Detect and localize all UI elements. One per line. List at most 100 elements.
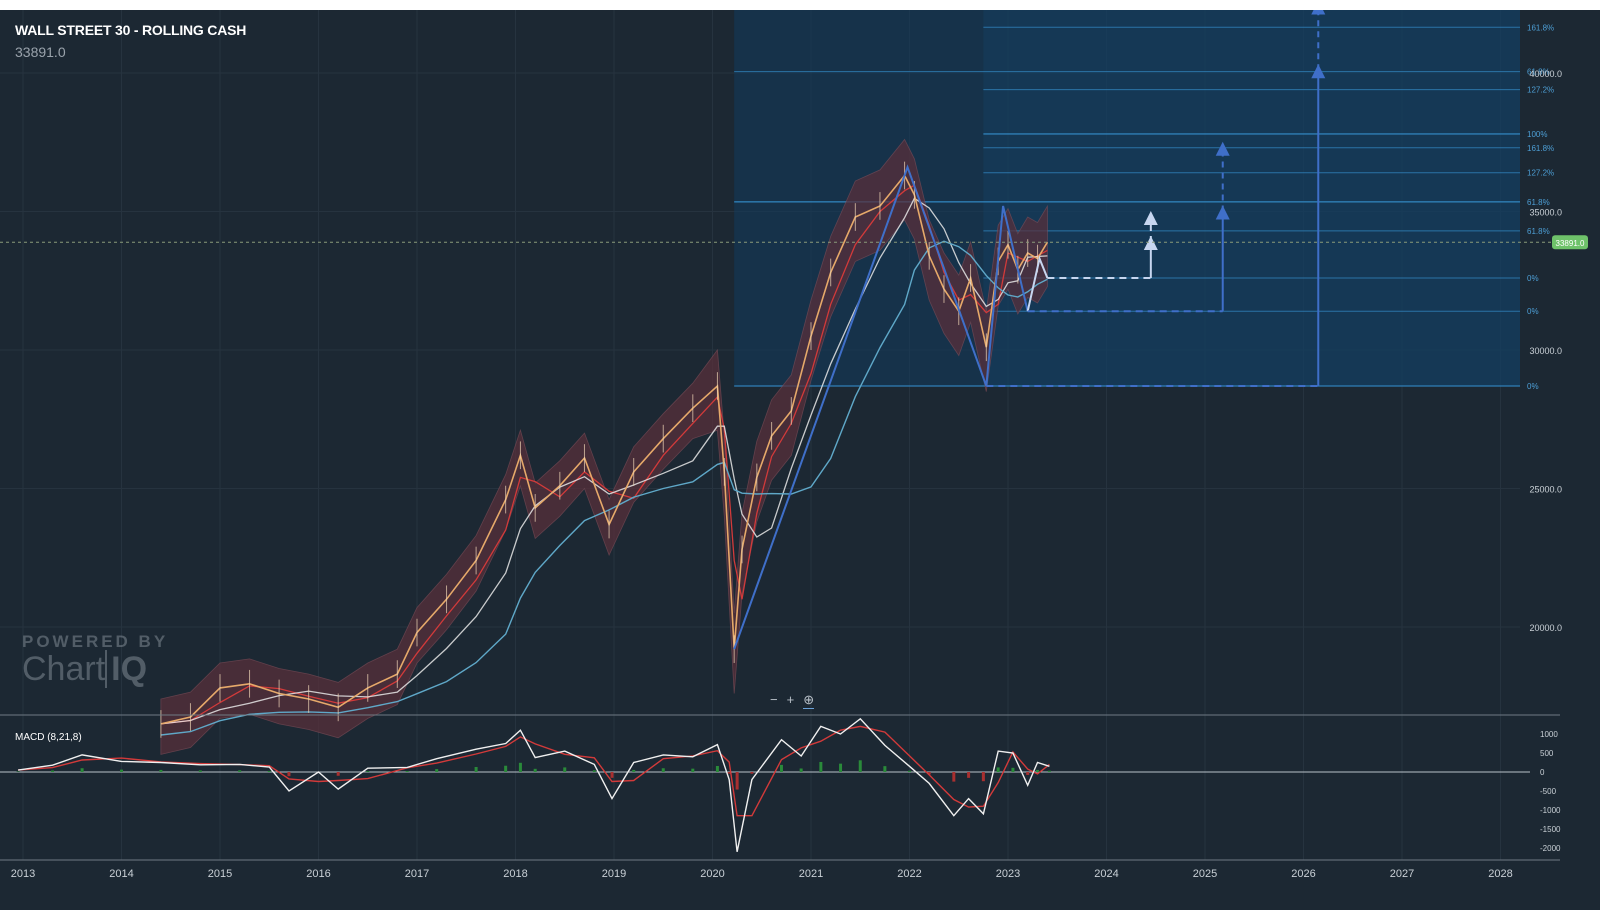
fib-level-label: 61.8% bbox=[1527, 227, 1550, 236]
macd-histogram-bar bbox=[819, 761, 823, 772]
macd-histogram-bar bbox=[715, 765, 719, 772]
macd-histogram-bar bbox=[952, 772, 956, 782]
target-arrow-big-head bbox=[1311, 64, 1326, 79]
watermark-brand-iq: IQ bbox=[105, 650, 148, 688]
instrument-title: WALL STREET 30 - ROLLING CASH bbox=[15, 22, 247, 38]
fib-level-label: 0% bbox=[1527, 382, 1539, 391]
chart-canvas[interactable]: 161.8% 61.8% 127.2% 100% 161.8% 127.2% 61.8% 61… bbox=[0, 10, 1600, 910]
macd-histogram-bar bbox=[405, 770, 409, 772]
macd-histogram-bar bbox=[883, 766, 887, 772]
macd-panel: 1000 500 0 -500 -1000 -1500 -2000 bbox=[0, 714, 1561, 853]
x-tick-label: 2020 bbox=[700, 868, 724, 880]
macd-histogram-bar bbox=[967, 772, 971, 778]
current-price-tag bbox=[1552, 235, 1588, 250]
macd-histogram-bar bbox=[735, 772, 739, 790]
current-price: 33891.0 bbox=[15, 44, 66, 60]
ma-white-line bbox=[160, 197, 1048, 725]
macd-histogram-bar bbox=[632, 769, 636, 772]
fib-zone-inner bbox=[983, 10, 1520, 387]
macd-histogram-bar bbox=[727, 772, 731, 774]
target-arrow-big-ext-head bbox=[1311, 10, 1326, 15]
macd-signal-line bbox=[18, 725, 1050, 817]
macd-histogram-bar bbox=[518, 762, 522, 772]
macd-histogram-bar bbox=[839, 763, 843, 772]
macd-histogram-bar bbox=[563, 767, 567, 772]
x-tick-label: 2028 bbox=[1488, 868, 1512, 880]
bollinger-band bbox=[160, 138, 1048, 755]
fib-level-label: 161.8% bbox=[1527, 144, 1554, 153]
x-tick-label: 2025 bbox=[1193, 868, 1217, 880]
band-fill bbox=[160, 138, 1048, 755]
watermark-brand-chart: Chart bbox=[22, 650, 106, 688]
macd-line bbox=[18, 717, 1050, 852]
macd-histogram-bar bbox=[981, 772, 985, 782]
macd-histogram-bar bbox=[799, 768, 803, 772]
macd-histogram-bar bbox=[474, 766, 478, 772]
zoom-in-button[interactable]: + bbox=[786, 692, 795, 707]
macd-histogram-bar bbox=[120, 769, 123, 772]
x-tick-label: 2018 bbox=[503, 868, 527, 880]
target-arrow-light-ext-head bbox=[1143, 211, 1158, 226]
macd-histogram-bar bbox=[504, 765, 508, 772]
macd-histogram-bar bbox=[908, 770, 911, 772]
fib-level-label: 127.2% bbox=[1527, 169, 1554, 178]
current-price-tag-label: 33891.0 bbox=[1556, 239, 1585, 248]
fib-level-label: 61.8% bbox=[1527, 68, 1550, 77]
macd-histogram-bar bbox=[996, 767, 1000, 772]
target-arrow-mid-ext-head bbox=[1215, 141, 1230, 156]
macd-histogram-bar bbox=[51, 770, 55, 772]
macd-tick-label: -1500 bbox=[1540, 825, 1561, 834]
macd-histogram-bar bbox=[1036, 769, 1040, 772]
macd-histogram-bar bbox=[267, 770, 271, 772]
x-tick-label: 2016 bbox=[306, 868, 330, 880]
macd-histogram-bar bbox=[610, 772, 614, 778]
watermark-powered-by: POWERED BY bbox=[22, 632, 169, 651]
y-tick-label: 35000.0 bbox=[1529, 208, 1562, 218]
x-tick-label: 2019 bbox=[602, 868, 626, 880]
macd-histogram-bar bbox=[779, 764, 783, 772]
macd-histogram-bar bbox=[592, 770, 596, 772]
macd-histogram-bar bbox=[366, 771, 370, 772]
y-tick-label: 30000.0 bbox=[1529, 346, 1562, 356]
price-axis: 40000.0 35000.0 30000.0 25000.0 20000.0 33891… bbox=[0, 69, 1588, 633]
macd-tick-label: -500 bbox=[1540, 787, 1557, 796]
macd-histogram-bar bbox=[750, 772, 754, 774]
target-arrow-light-head bbox=[1143, 235, 1158, 250]
chart-app: 161.8% 61.8% 127.2% 100% 161.8% 127.2% 61.8% 61… bbox=[0, 10, 1600, 910]
macd-histogram-bar bbox=[336, 772, 340, 776]
macd-histogram-bar bbox=[927, 772, 931, 775]
x-tick-label: 2024 bbox=[1094, 868, 1118, 880]
fib-level-label: 0% bbox=[1527, 274, 1539, 283]
fib-level-label: 100% bbox=[1527, 130, 1547, 139]
abcd-pattern-light bbox=[1026, 255, 1049, 312]
y-tick-label: 25000.0 bbox=[1529, 485, 1562, 495]
y-tick-label: 20000.0 bbox=[1529, 623, 1562, 633]
macd-study-label[interactable]: MACD (8,21,8) bbox=[15, 732, 82, 743]
macd-tick-label: -1000 bbox=[1540, 806, 1561, 815]
x-tick-label: 2017 bbox=[405, 868, 429, 880]
macd-tick-label: 0 bbox=[1540, 768, 1545, 777]
x-tick-label: 2026 bbox=[1291, 868, 1315, 880]
x-tick-label: 2023 bbox=[996, 868, 1020, 880]
price-series bbox=[160, 161, 1049, 738]
fib-level-label: 127.2% bbox=[1527, 86, 1554, 95]
macd-tick-label: -2000 bbox=[1540, 844, 1561, 853]
zoom-out-button[interactable]: − bbox=[770, 692, 778, 707]
x-tick-label: 2021 bbox=[799, 868, 823, 880]
x-tick-label: 2027 bbox=[1390, 868, 1414, 880]
macd-tick-label: 500 bbox=[1540, 749, 1554, 758]
pattern-drawings[interactable] bbox=[733, 10, 1326, 650]
macd-tick-label: 1000 bbox=[1540, 730, 1558, 739]
macd-histogram-bar bbox=[435, 769, 439, 772]
macd-histogram-bar bbox=[858, 760, 862, 772]
macd-histogram-bar bbox=[238, 770, 242, 772]
zoom-reset-icon[interactable]: ⊕ bbox=[803, 692, 815, 709]
x-tick-label: 2015 bbox=[208, 868, 232, 880]
fib-level-label: 0% bbox=[1527, 307, 1539, 316]
macd-histogram-bar bbox=[691, 768, 695, 772]
macd-histogram-bar bbox=[533, 768, 537, 772]
x-tick-label: 2014 bbox=[109, 868, 133, 880]
macd-histogram-bar bbox=[1011, 767, 1015, 772]
macd-histogram-bar bbox=[198, 770, 202, 772]
time-axis: 2013 2014 2015 2016 2017 2018 2019 2020 2021 2022… bbox=[0, 859, 1560, 880]
